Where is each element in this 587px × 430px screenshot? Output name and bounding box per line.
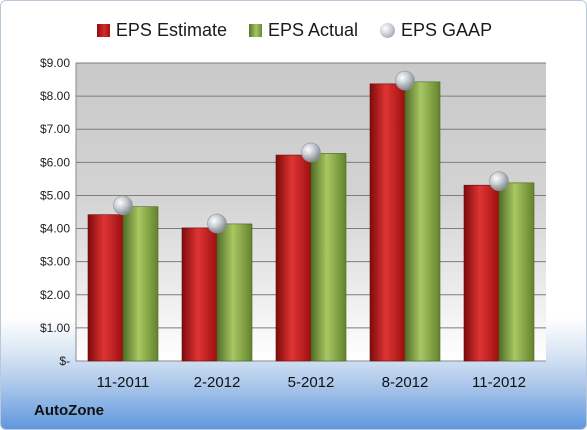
company-name: AutoZone [34, 402, 104, 419]
bar-eps-estimate [87, 214, 124, 362]
legend-label-eps-gaap: EPS GAAP [401, 19, 493, 40]
marker-eps-gaap [301, 142, 321, 163]
bar-eps-estimate [275, 154, 312, 362]
bar-eps-actual [310, 153, 347, 362]
legend: EPS Estimate EPS Actual EPS GAAP [1, 15, 586, 45]
bar-eps-actual [404, 81, 441, 362]
marker-eps-gaap [489, 171, 509, 192]
bar-eps-estimate [181, 227, 218, 362]
marker-eps-gaap [113, 195, 133, 216]
x-tick-label: 8-2012 [382, 374, 429, 391]
x-tick-label: 5-2012 [288, 374, 335, 391]
bar-eps-estimate [463, 184, 500, 362]
y-tick-label: $8.00 [40, 89, 70, 103]
bar-eps-actual [216, 223, 253, 362]
y-tick-label: $1.00 [40, 321, 70, 335]
legend-swatch-eps-estimate [96, 23, 110, 37]
y-tick-label: $4.00 [40, 222, 70, 236]
legend-item-eps-actual: EPS Actual [248, 19, 359, 41]
bar-eps-actual [122, 206, 159, 362]
x-tick-label: 11-2012 [472, 374, 526, 391]
y-tick-label: $7.00 [40, 122, 70, 136]
y-tick-label: $- [59, 354, 70, 368]
marker-eps-gaap [207, 213, 227, 234]
bar-eps-actual [498, 182, 535, 362]
y-tick-label: $6.00 [40, 155, 70, 169]
x-tick-label: 11-2011 [97, 374, 150, 391]
marker-eps-gaap [395, 70, 415, 91]
legend-swatch-eps-gaap [380, 22, 396, 38]
legend-label-eps-actual: EPS Actual [267, 19, 359, 40]
y-tick-label: $3.00 [40, 255, 70, 269]
legend-label-eps-estimate: EPS Estimate [115, 19, 227, 40]
y-tick-label: $2.00 [40, 288, 70, 302]
x-tick-label: 2-2012 [194, 374, 241, 391]
legend-swatch-eps-actual [248, 23, 262, 37]
y-tick-label: $5.00 [40, 188, 70, 202]
y-tick-label: $9.00 [40, 56, 70, 70]
legend-item-eps-gaap: EPS GAAP [380, 20, 492, 41]
bar-eps-estimate [369, 83, 406, 362]
legend-item-eps-estimate: EPS Estimate [96, 19, 227, 41]
